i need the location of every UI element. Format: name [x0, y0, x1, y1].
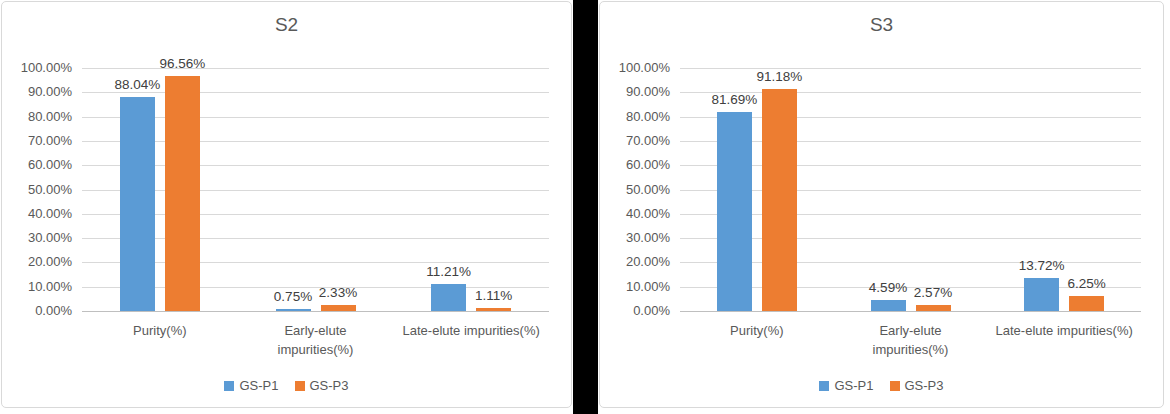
y-axis-tick-label: 70.00%: [600, 133, 670, 148]
legend-label: GS-P3: [905, 378, 944, 393]
legend-swatch-gs-p3: [295, 381, 305, 391]
data-label: 11.21%: [417, 264, 481, 279]
category-label: Purity(%): [672, 321, 842, 340]
bar-gs-p1: [717, 112, 752, 311]
legend-swatch-gs-p1: [819, 381, 829, 391]
y-axis-tick-label: 20.00%: [2, 254, 72, 269]
legend-label: GS-P3: [310, 378, 349, 393]
y-axis-tick-label: 60.00%: [600, 157, 670, 172]
y-axis-tick-label: 60.00%: [2, 157, 72, 172]
panel-divider: [573, 0, 598, 414]
legend-item: GS-P3: [295, 378, 349, 393]
y-axis-tick-label: 100.00%: [600, 60, 670, 75]
y-axis-tick-label: 30.00%: [600, 230, 670, 245]
category-label: Early-elute impurities(%): [826, 321, 996, 359]
legend-item: GS-P1: [224, 378, 278, 393]
category-label: Late-elute impurities(%): [386, 321, 556, 340]
data-label: 2.33%: [306, 285, 370, 300]
category-label: Early-elute impurities(%): [231, 321, 401, 359]
legend-label: GS-P1: [239, 378, 278, 393]
bar-gs-p1: [871, 300, 906, 311]
legend-item: GS-P3: [890, 378, 944, 393]
chart-title: S2: [2, 14, 571, 36]
legend-item: GS-P1: [819, 378, 873, 393]
chart-panel-s3: S3 0.00% 10.00% 20.00% 30.00% 40.00% 50.00% 60…: [599, 1, 1164, 408]
data-label: 96.56%: [150, 56, 214, 71]
gridline: [680, 311, 1141, 312]
data-label: 13.72%: [1010, 258, 1074, 273]
bar-gs-p1: [120, 97, 155, 311]
y-axis-tick-label: 70.00%: [2, 133, 72, 148]
y-axis-tick-label: 90.00%: [2, 84, 72, 99]
legend: GS-P1 GS-P3: [2, 378, 571, 393]
y-axis-tick-label: 10.00%: [2, 279, 72, 294]
data-label: 81.69%: [702, 92, 766, 107]
gridline: [82, 92, 549, 93]
legend-swatch-gs-p1: [224, 381, 234, 391]
legend-swatch-gs-p3: [890, 381, 900, 391]
y-axis-tick-label: 40.00%: [2, 206, 72, 221]
bar-gs-p3: [476, 308, 511, 311]
bar-gs-p1: [276, 309, 311, 311]
y-axis-tick-label: 40.00%: [600, 206, 670, 221]
bar-gs-p3: [321, 305, 356, 311]
y-axis-tick-label: 50.00%: [600, 182, 670, 197]
bar-gs-p3: [165, 76, 200, 311]
chart-panel-s2: S2 0.00% 10.00% 20.00% 30.00% 40.00% 50.00% 60…: [1, 1, 572, 408]
category-label: Purity(%): [75, 321, 245, 340]
y-axis-tick-label: 90.00%: [600, 84, 670, 99]
y-axis-tick-label: 80.00%: [600, 109, 670, 124]
data-label: 2.57%: [901, 285, 965, 300]
gridline: [82, 311, 549, 312]
y-axis-tick-label: 0.00%: [600, 303, 670, 318]
bar-gs-p3: [916, 305, 951, 311]
bar-gs-p3: [1069, 296, 1104, 311]
bar-gs-p3: [762, 89, 797, 311]
figure: S2 0.00% 10.00% 20.00% 30.00% 40.00% 50.00% 60…: [0, 0, 1170, 414]
y-axis-tick-label: 20.00%: [600, 254, 670, 269]
y-axis-tick-label: 10.00%: [600, 279, 670, 294]
data-label: 1.11%: [462, 288, 526, 303]
y-axis-tick-label: 0.00%: [2, 303, 72, 318]
data-label: 6.25%: [1055, 276, 1119, 291]
y-axis-tick-label: 30.00%: [2, 230, 72, 245]
data-label: 88.04%: [105, 77, 169, 92]
category-label: Late-elute impurities(%): [979, 321, 1149, 340]
y-axis-tick-label: 80.00%: [2, 109, 72, 124]
data-label: 91.18%: [747, 69, 811, 84]
y-axis-tick-label: 50.00%: [2, 182, 72, 197]
chart-title: S3: [600, 14, 1163, 36]
legend: GS-P1 GS-P3: [600, 378, 1163, 393]
legend-label: GS-P1: [834, 378, 873, 393]
y-axis-tick-label: 100.00%: [2, 60, 72, 75]
